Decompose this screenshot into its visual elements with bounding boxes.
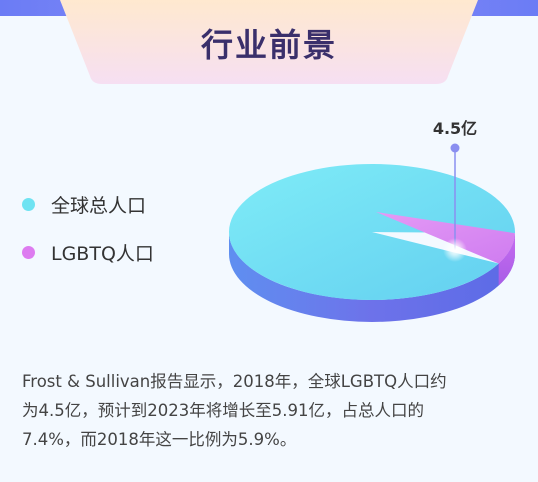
legend-dot-total — [22, 197, 35, 211]
annotation-dot — [450, 143, 460, 153]
description-text: Frost & Sullivan报告显示，2018年，全球LGBTQ人口约 为4… — [22, 367, 522, 454]
title-banner — [60, 0, 478, 84]
pie-slice-lgbtq — [376, 212, 515, 264]
pie-slice-total — [228, 164, 515, 301]
description-line: Frost & Sullivan报告显示，2018年，全球LGBTQ人口约 — [22, 372, 447, 391]
legend-label-lgbtq: LGBTQ人口 — [51, 242, 154, 265]
annotation-label: 4.5亿 — [433, 119, 477, 138]
legend-dot-lgbtq — [22, 245, 35, 259]
annotation-glow — [443, 238, 467, 262]
pie-side-total — [229, 232, 515, 322]
page-title: 行业前景 — [200, 26, 337, 64]
legend-item-lgbtq: LGBTQ人口 — [22, 240, 154, 265]
legend-label-total: 全球总人口 — [51, 194, 147, 217]
description-line: 7.4%，而2018年这一比例为5.9%。 — [22, 430, 297, 449]
legend-item-total: 全球总人口 — [22, 192, 154, 217]
pie-side-lgbtq — [498, 233, 515, 286]
legend: 全球总人口 LGBTQ人口 — [22, 192, 154, 288]
pie-group — [228, 164, 515, 322]
description-line: 为4.5亿，预计到2023年将增长至5.91亿，占总人口的 — [22, 401, 424, 420]
